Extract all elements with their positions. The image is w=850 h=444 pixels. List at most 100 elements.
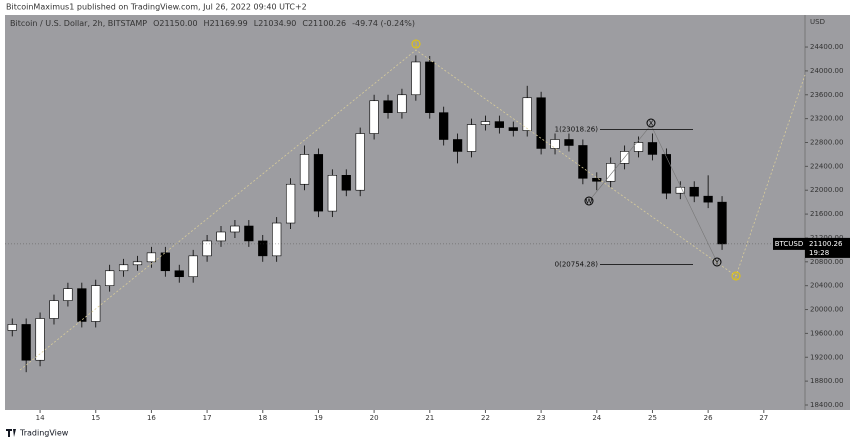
candle-body [118, 264, 129, 272]
time-axis [5, 410, 850, 426]
x-tick-label: 16 [147, 414, 156, 422]
candle-body [230, 225, 240, 233]
legend-key: L [254, 19, 259, 28]
candle-body [383, 100, 393, 113]
wave-label: W [586, 198, 593, 206]
price-box [805, 237, 850, 258]
candle-body [689, 186, 699, 197]
candle-body [661, 154, 671, 194]
x-tick-label: 21 [425, 414, 434, 422]
candle-body [146, 252, 157, 263]
candle-body [494, 121, 504, 128]
x-tick-label: 15 [91, 414, 100, 422]
candle-body [327, 175, 337, 212]
candle-body [564, 139, 574, 146]
y-tick-label: 20800.00 [810, 258, 843, 266]
plot-area [5, 15, 805, 410]
candle-body [7, 324, 17, 331]
candle-body [132, 261, 143, 266]
wave-label: X [649, 120, 654, 128]
candle-body [202, 240, 212, 257]
wave-circle [411, 39, 421, 49]
fib-label: 1(23018.26) [555, 125, 599, 133]
candle-body [397, 94, 407, 113]
wave-circle [731, 271, 741, 281]
y-tick-label: 20000.00 [810, 306, 843, 314]
x-tick-label: 25 [648, 414, 657, 422]
y-tick-label: 21600.00 [810, 210, 843, 218]
wave-label: 2 [734, 273, 738, 281]
legend-key: H [204, 19, 210, 28]
y-tick-label: 22800.00 [810, 138, 843, 146]
candle-body [439, 112, 449, 140]
marks [7, 55, 727, 373]
wave-circle [712, 257, 722, 267]
y-tick-label: 18400.00 [810, 401, 843, 409]
candle-body [285, 183, 296, 224]
candle-body [369, 100, 379, 134]
candle-body [675, 186, 685, 194]
y-tick-label: 19600.00 [810, 329, 843, 337]
candle-body [188, 255, 198, 278]
x-tick-label: 23 [537, 414, 546, 422]
x-tick-label: 24 [592, 414, 601, 422]
y-tick-label: 18800.00 [810, 377, 843, 385]
y-tick-label: 20400.00 [810, 282, 843, 290]
candle-body [35, 318, 45, 361]
wave-marker: 1 X W Y 2 [411, 39, 741, 281]
legend-value: 21169.99 [210, 19, 248, 28]
y-unit: USD [810, 18, 825, 26]
wave-circle [646, 118, 656, 128]
candle-body [606, 163, 616, 182]
legend-value: 21100.26 [308, 19, 346, 28]
x-tick-label: 26 [704, 414, 713, 422]
y-tick-label: 22000.00 [810, 186, 843, 194]
y-tick-label: 23600.00 [810, 91, 843, 99]
y-tick-label: 24000.00 [810, 67, 843, 75]
legend-change: -49.74 (-0.24%) [352, 19, 415, 28]
candle-body [717, 201, 727, 245]
legend-symbol: Bitcoin / U.S. Dollar, 2h, BITSTAMP [10, 19, 147, 28]
candle-body [91, 285, 101, 322]
x-tick-label: 14 [36, 414, 45, 422]
candle-body [550, 139, 560, 149]
candle-body [592, 177, 602, 182]
candle-body [313, 154, 324, 212]
y-tick-label: 24400.00 [810, 43, 843, 51]
candle-body [480, 121, 491, 125]
wxy-path [588, 124, 718, 263]
legend: Bitcoin / U.S. Dollar, 2h, BITSTAMP O2115… [10, 19, 415, 28]
candle-body [411, 61, 421, 96]
candle-body [536, 97, 546, 149]
x-tick-label: 20 [370, 414, 379, 422]
legend-key: O [153, 19, 159, 28]
legend-value: 21150.00 [159, 19, 197, 28]
y-tick-label: 19200.00 [810, 353, 843, 361]
wave-circle [584, 196, 594, 206]
price-axis [805, 15, 850, 410]
candle-body [341, 175, 351, 191]
countdown: 19:28 [809, 249, 829, 257]
wave-label: 1 [414, 41, 418, 49]
candle-body [703, 195, 713, 203]
fib-label: 0(20754.28) [555, 261, 599, 269]
x-tick-label: 17 [203, 414, 212, 422]
candle-body [258, 240, 268, 257]
candle-body [63, 288, 73, 301]
candle-body [299, 154, 310, 185]
y-tick-label: 22400.00 [810, 162, 843, 170]
x-tick-label: 22 [481, 414, 490, 422]
candle-body [647, 142, 658, 155]
y-tick-label: 23200.00 [810, 115, 843, 123]
candle-body [466, 124, 477, 152]
candle-body [21, 324, 31, 361]
last-price: 21100.26 [809, 240, 843, 248]
legend-value: 21034.90 [258, 19, 296, 28]
wave-label: Y [714, 259, 720, 267]
ticker-box [773, 237, 805, 250]
candle-body [425, 61, 435, 113]
candle-body [49, 300, 59, 319]
brand: TradingView [19, 429, 69, 438]
candle-body [216, 231, 226, 242]
